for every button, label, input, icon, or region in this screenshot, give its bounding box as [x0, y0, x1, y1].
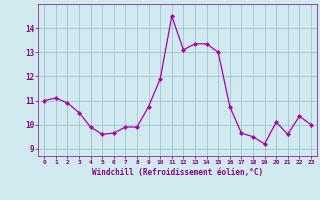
- X-axis label: Windchill (Refroidissement éolien,°C): Windchill (Refroidissement éolien,°C): [92, 168, 263, 177]
